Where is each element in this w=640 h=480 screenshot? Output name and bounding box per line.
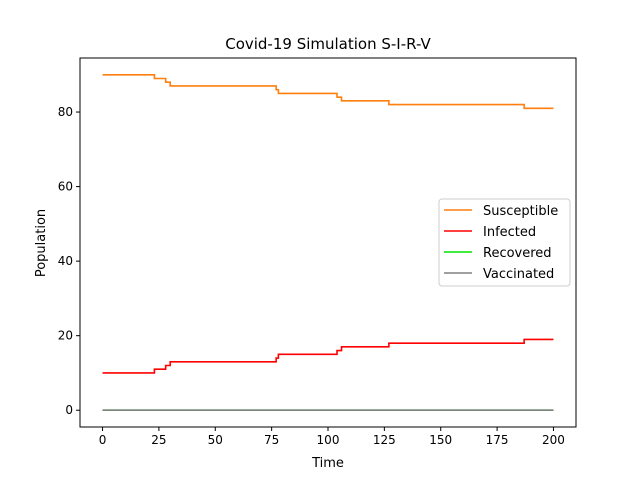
plot-area <box>102 73 554 412</box>
y-axis-label: Population <box>34 209 49 277</box>
legend: Susceptible Infected Recovered Vaccinated <box>438 198 571 287</box>
x-tick-label: 175 <box>486 433 509 447</box>
x-tick-label: 25 <box>151 433 166 447</box>
x-tick-label: 200 <box>542 433 565 447</box>
x-tick-label: 50 <box>208 433 223 447</box>
y-tick-label: 20 <box>58 329 73 343</box>
x-tick-label: 100 <box>317 433 340 447</box>
x-tick-label: 150 <box>429 433 452 447</box>
x-tick-label: 0 <box>99 433 107 447</box>
legend-label-vaccinated: Vaccinated <box>483 267 554 282</box>
legend-label-infected: Infected <box>483 225 536 240</box>
legend-box <box>438 198 571 287</box>
legend-label-recovered: Recovered <box>483 246 552 261</box>
y-tick-label: 0 <box>65 403 73 417</box>
series-line-infected <box>102 338 554 374</box>
x-tick-label: 75 <box>264 433 279 447</box>
y-tick-label: 40 <box>58 254 73 268</box>
x-axis-label: Time <box>311 456 344 471</box>
y-tick-label: 60 <box>58 180 73 194</box>
series-line-susceptible <box>102 73 554 110</box>
chart-title: Covid-19 Simulation S-I-R-V <box>225 35 431 53</box>
y-tick-label: 80 <box>58 105 73 119</box>
x-tick-label: 125 <box>373 433 396 447</box>
axis-ticks: 0 25 50 75 100 125 150 175 200 0 20 40 60 80 <box>58 105 565 447</box>
legend-label-susceptible: Susceptible <box>483 204 558 219</box>
